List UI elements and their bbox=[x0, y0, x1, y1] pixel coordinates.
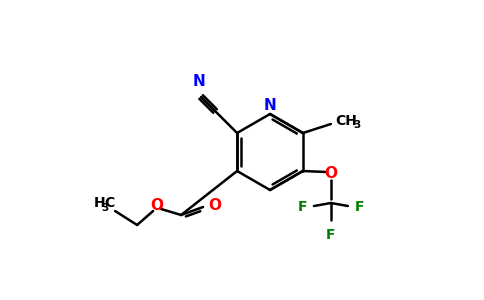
Text: F: F bbox=[297, 200, 307, 214]
Text: C: C bbox=[104, 196, 114, 210]
Text: 3: 3 bbox=[353, 120, 360, 130]
Text: F: F bbox=[355, 200, 364, 214]
Text: CH: CH bbox=[335, 114, 357, 128]
Text: N: N bbox=[193, 74, 206, 89]
Text: O: O bbox=[208, 197, 221, 212]
Text: 3: 3 bbox=[101, 203, 108, 213]
Text: H: H bbox=[93, 196, 105, 210]
Text: F: F bbox=[326, 228, 336, 242]
Text: O: O bbox=[151, 197, 164, 212]
Text: N: N bbox=[264, 98, 276, 113]
Text: O: O bbox=[324, 166, 337, 181]
